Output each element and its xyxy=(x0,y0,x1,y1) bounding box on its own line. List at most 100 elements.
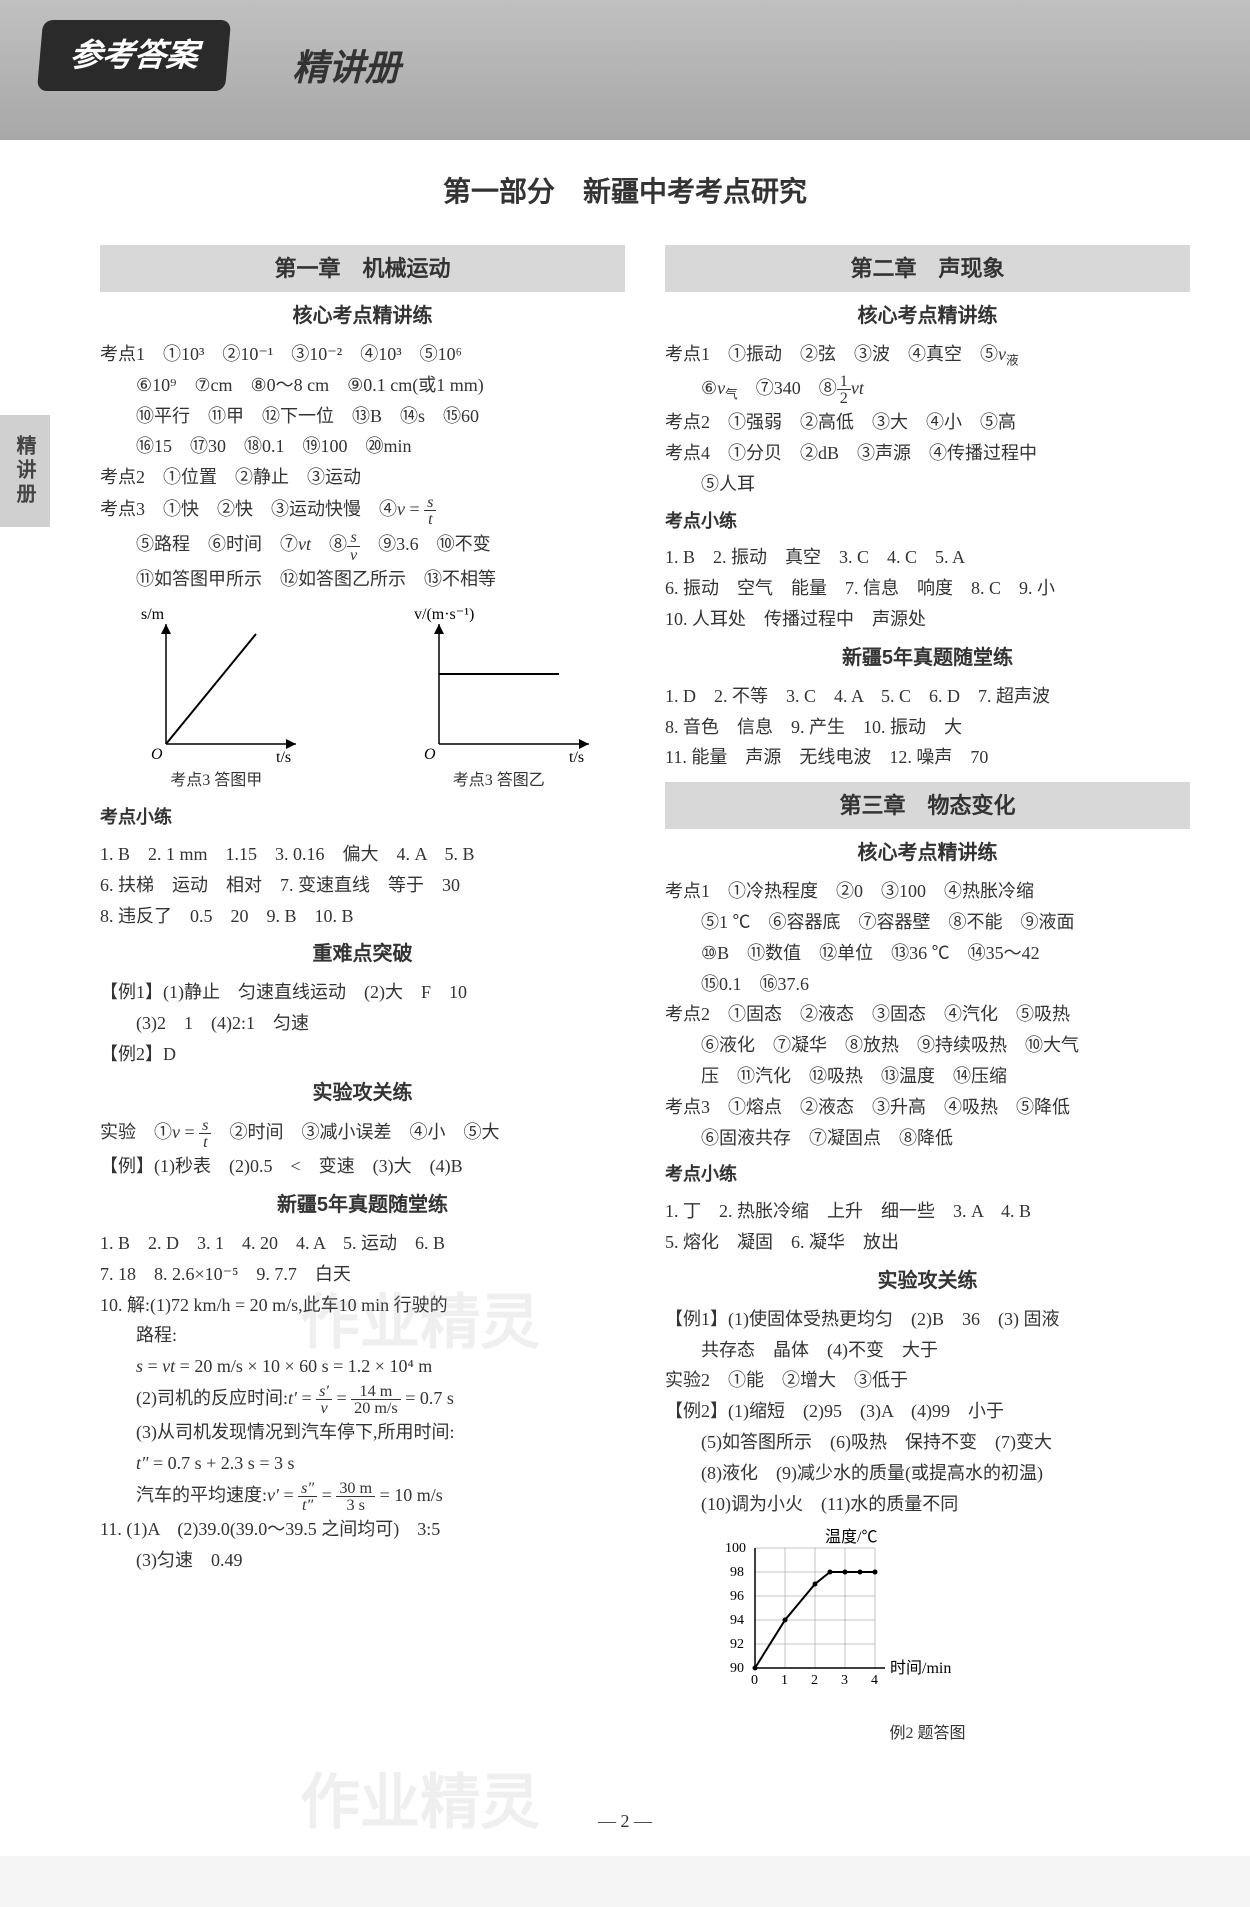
svg-text:4: 4 xyxy=(871,1673,878,1688)
c3-kp1-d: ⑮0.1 ⑯37.6 xyxy=(665,970,1190,999)
c2-p3: 10. 人耳处 传播过程中 声源处 xyxy=(665,605,1190,634)
section-5yr-2: 新疆5年真题随堂练 xyxy=(665,642,1190,674)
y4: (2)司机的反应时间:t′ = s′v = 14 m20 m/s = 0.7 s xyxy=(100,1383,625,1416)
c2-y3: 11. 能量 声源 无线电波 12. 噪声 70 xyxy=(665,743,1190,772)
c2-kp1-b: ⑥v气 ⑦340 ⑧12vt xyxy=(665,373,1190,406)
section-practice-2: 考点小练 xyxy=(665,507,1190,536)
side-tab: 精讲册 xyxy=(0,415,50,527)
heat-xlabel: 时间/min xyxy=(890,1659,951,1677)
svg-text:O: O xyxy=(151,746,163,763)
c3-kp2-c: 压 ⑪汽化 ⑫吸热 ⑬温度 ⑭压缩 xyxy=(665,1062,1190,1091)
graph1-xlabel: t/s xyxy=(276,749,291,764)
c2-kp4b: ⑤人耳 xyxy=(665,470,1190,499)
exp1: 实验 ①v = st ②时间 ③减小误差 ④小 ⑤大 xyxy=(100,1117,625,1150)
c2-y1: 1. D 2. 不等 3. C 4. A 5. C 6. D 7. 超声波 xyxy=(665,682,1190,711)
section-exp-1: 实验攻关练 xyxy=(100,1077,625,1109)
p2: 6. 扶梯 运动 相对 7. 变速直线 等于 30 xyxy=(100,871,625,900)
main-title: 第一部分 新疆中考考点研究 xyxy=(0,170,1250,215)
heat-graph-caption: 例2 题答图 xyxy=(665,1721,1190,1747)
svg-text:100: 100 xyxy=(725,1541,746,1556)
c2-p1: 1. B 2. 振动 真空 3. C 4. C 5. A xyxy=(665,543,1190,572)
heat-ylabel: 温度/℃ xyxy=(825,1528,877,1546)
c3-p2: 5. 熔化 凝固 6. 凝华 放出 xyxy=(665,1228,1190,1257)
graph-2-svg: v/(m·s⁻¹) O t/s xyxy=(399,604,599,764)
left-column: 第一章 机械运动 核心考点精讲练 考点1 ①10³ ②10⁻¹ ③10⁻² ④1… xyxy=(100,235,625,1747)
c3-ex2-c: (8)液化 (9)减少水的质量(或提高水的初温) xyxy=(665,1459,1190,1488)
kp1-line-d: ⑯15 ⑰30 ⑱0.1 ⑲100 ⑳min xyxy=(100,432,625,461)
exp2: 【例】(1)秒表 (2)0.5 < 变速 (3)大 (4)B xyxy=(100,1152,625,1181)
y3c: s = vt = 20 m/s × 10 × 60 s = 1.2 × 10⁴ … xyxy=(100,1352,625,1381)
y5b: t″ = 0.7 s + 2.3 s = 3 s xyxy=(100,1449,625,1478)
graph2-caption: 考点3 答图乙 xyxy=(399,768,599,794)
y5c: 汽车的平均速度:v′ = s″t″ = 30 m3 s = 10 m/s xyxy=(100,1480,625,1513)
kp1-line-b: ⑥10⁹ ⑦cm ⑧0～8 cm ⑨0.1 cm(或1 mm) xyxy=(100,371,625,400)
svg-text:92: 92 xyxy=(730,1637,744,1652)
c3-kp1-a: 考点1 ①冷热程度 ②0 ③100 ④热胀冷缩 xyxy=(665,877,1190,906)
chapter2-bar: 第二章 声现象 xyxy=(665,245,1190,292)
graphs-row: s/m O t/s 考点3 答图甲 v/(m·s⁻¹) xyxy=(100,604,625,794)
section-5yr-1: 新疆5年真题随堂练 xyxy=(100,1189,625,1221)
c2-p2: 6. 振动 空气 能量 7. 信息 响度 8. C 9. 小 xyxy=(665,574,1190,603)
c3-kp3-a: 考点3 ①熔点 ②液态 ③升高 ④吸热 ⑤降低 xyxy=(665,1093,1190,1122)
svg-text:94: 94 xyxy=(730,1613,744,1628)
p3: 8. 违反了 0.5 20 9. B 10. B xyxy=(100,902,625,931)
c3-kp1-b: ⑤1 ℃ ⑥容器底 ⑦容器壁 ⑧不能 ⑨液面 xyxy=(665,908,1190,937)
c3-kp2-a: 考点2 ①固态 ②液态 ③固态 ④汽化 ⑤吸热 xyxy=(665,1000,1190,1029)
page: 参考答案 精讲册 第一部分 新疆中考考点研究 精讲册 作业精灵 作业精灵 第一章… xyxy=(0,0,1250,1856)
svg-text:90: 90 xyxy=(730,1661,744,1676)
graph-1-box: s/m O t/s 考点3 答图甲 xyxy=(126,604,306,794)
kp2-line: 考点2 ①位置 ②静止 ③运动 xyxy=(100,463,625,492)
y1: 1. B 2. D 3. 1 4. 20 4. A 5. 运动 6. B xyxy=(100,1229,625,1258)
section-exp-3: 实验攻关练 xyxy=(665,1265,1190,1297)
chapter1-bar: 第一章 机械运动 xyxy=(100,245,625,292)
y6b: (3)匀速 0.49 xyxy=(100,1546,625,1575)
graph1-ylabel: s/m xyxy=(141,606,165,623)
c3-kp2-b: ⑥液化 ⑦凝华 ⑧放热 ⑨持续吸热 ⑩大气 xyxy=(665,1031,1190,1060)
c3-kp3-b: ⑥固液共存 ⑦凝固点 ⑧降低 xyxy=(665,1124,1190,1153)
header-banner: 参考答案 精讲册 xyxy=(0,0,1250,140)
section-core-2: 核心考点精讲练 xyxy=(665,300,1190,332)
section-core-3: 核心考点精讲练 xyxy=(665,837,1190,869)
section-practice-1: 考点小练 xyxy=(100,803,625,832)
heat-graph-svg: 温度/℃ xyxy=(705,1528,965,1708)
c3-ex1-b: 共存态 晶体 (4)不变 大于 xyxy=(665,1336,1190,1365)
right-column: 第二章 声现象 核心考点精讲练 考点1 ①振动 ②弦 ③波 ④真空 ⑤v液 ⑥v… xyxy=(665,235,1190,1747)
y6: 11. (1)A (2)39.0(39.0～39.5 之间均可) 3:5 xyxy=(100,1515,625,1544)
graph1-caption: 考点3 答图甲 xyxy=(126,768,306,794)
svg-text:3: 3 xyxy=(841,1673,848,1688)
c3-kp1-c: ⑩B ⑪数值 ⑫单位 ⑬36 ℃ ⑭35～42 xyxy=(665,939,1190,968)
c3-exp2: 实验2 ①能 ②增大 ③低于 xyxy=(665,1366,1190,1395)
answer-badge: 参考答案 xyxy=(37,20,231,91)
kp1-line-c: ⑩平行 ⑪甲 ⑫下一位 ⑬B ⑭s ⑮60 xyxy=(100,402,625,431)
c3-ex1-a: 【例1】(1)使固体受热更均匀 (2)B 36 (3) 固液 xyxy=(665,1305,1190,1334)
graph2-xlabel: t/s xyxy=(569,749,584,764)
section-practice-3: 考点小练 xyxy=(665,1160,1190,1189)
c2-kp2: 考点2 ①强弱 ②高低 ③大 ④小 ⑤高 xyxy=(665,408,1190,437)
heat-graph-box: 温度/℃ xyxy=(705,1528,1190,1746)
p1: 1. B 2. 1 mm 1.15 3. 0.16 偏大 4. A 5. B xyxy=(100,840,625,869)
c2-y2: 8. 音色 信息 9. 产生 10. 振动 大 xyxy=(665,713,1190,742)
svg-text:0: 0 xyxy=(751,1673,758,1688)
svg-text:O: O xyxy=(424,746,436,763)
c3-p1: 1. 丁 2. 热胀冷缩 上升 细一些 3. A 4. B xyxy=(665,1197,1190,1226)
graph-2-box: v/(m·s⁻¹) O t/s 考点3 答图乙 xyxy=(399,604,599,794)
svg-text:98: 98 xyxy=(730,1565,744,1580)
c2-kp1-a: 考点1 ①振动 ②弦 ③波 ④真空 ⑤v液 xyxy=(665,340,1190,371)
content-area: 精讲册 作业精灵 作业精灵 第一章 机械运动 核心考点精讲练 考点1 ①10³ … xyxy=(0,235,1250,1787)
ex2: 【例2】D xyxy=(100,1040,625,1069)
graph-1-svg: s/m O t/s xyxy=(126,604,306,764)
kp3-line-a: 考点3 ①快 ②快 ③运动快慢 ④v = st xyxy=(100,494,625,527)
c3-ex2-a: 【例2】(1)缩短 (2)95 (3)A (4)99 小于 xyxy=(665,1397,1190,1426)
y3b: 路程: xyxy=(100,1321,625,1350)
kp3-line-c: ⑪如答图甲所示 ⑫如答图乙所示 ⑬不相等 xyxy=(100,565,625,594)
y3: 10. 解:(1)72 km/h = 20 m/s,此车10 min 行驶的 xyxy=(100,1291,625,1320)
section-hard: 重难点突破 xyxy=(100,938,625,970)
c2-kp4: 考点4 ①分贝 ②dB ③声源 ④传播过程中 xyxy=(665,439,1190,468)
svg-text:1: 1 xyxy=(781,1673,788,1688)
ex1-a: 【例1】(1)静止 匀速直线运动 (2)大 F 10 xyxy=(100,978,625,1007)
graph2-ylabel: v/(m·s⁻¹) xyxy=(414,606,474,623)
header-title: 精讲册 xyxy=(293,40,401,98)
ex1-b: (3)2 1 (4)2:1 匀速 xyxy=(100,1009,625,1038)
section-core-1: 核心考点精讲练 xyxy=(100,300,625,332)
kp3-line-b: ⑤路程 ⑥时间 ⑦vt ⑧sv ⑨3.6 ⑩不变 xyxy=(100,529,625,562)
